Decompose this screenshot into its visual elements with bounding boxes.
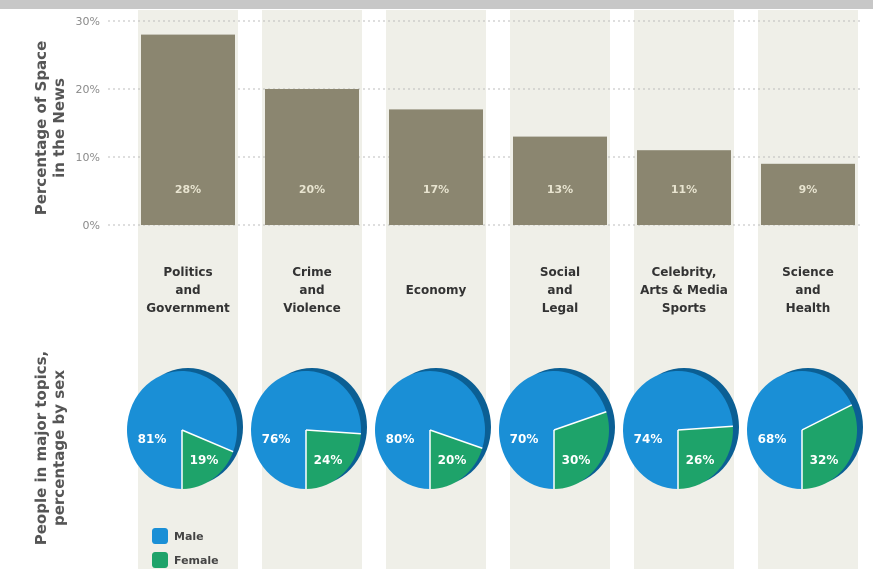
y-tick-label: 20%	[76, 83, 100, 96]
pie-label-female: 32%	[810, 453, 839, 467]
bar-data-label: 13%	[547, 183, 573, 196]
bar-y-axis-label: Percentage of Space in the News	[32, 40, 68, 216]
pie-separator	[677, 425, 733, 431]
pie-slice-male	[747, 371, 852, 489]
bar	[265, 89, 359, 225]
pie-label-female: 20%	[438, 453, 467, 467]
legend-item-male: Male	[152, 527, 204, 545]
pie-label-male: 80%	[386, 432, 415, 446]
pie-label-male: 74%	[634, 432, 663, 446]
bar-data-label: 9%	[799, 183, 818, 196]
pie-label-male: 70%	[510, 432, 539, 446]
pie-slice-male	[499, 371, 607, 489]
pie-separator	[553, 411, 607, 431]
category-label: Celebrity, Arts & Media Sports	[640, 265, 728, 315]
pie-slice-female	[306, 430, 361, 489]
category-label: Social and Legal	[540, 265, 580, 315]
category-label: Politics and Government	[146, 265, 230, 315]
pie-slice-female	[802, 404, 858, 489]
bar	[761, 163, 855, 225]
pie-separator	[181, 429, 234, 453]
pie-slice-female	[182, 430, 234, 489]
pie-slice-female	[678, 426, 733, 489]
y-tick-label: 30%	[76, 15, 100, 28]
legend-swatch-male	[152, 528, 168, 544]
pie-y-axis-label: People in major topics, percentage by se…	[32, 350, 68, 546]
pie-label-female: 26%	[686, 453, 715, 467]
top-bar	[0, 0, 873, 9]
bar	[637, 150, 731, 225]
bar-data-label: 17%	[423, 183, 449, 196]
pie-label-female: 24%	[314, 453, 343, 467]
pie-slice-female	[554, 411, 610, 489]
bar	[513, 136, 607, 225]
legend-item-female: Female	[152, 551, 219, 569]
pie-slice-female	[430, 430, 483, 489]
category-label: Science and Health	[782, 265, 834, 315]
legend-label-male: Male	[174, 529, 204, 543]
bar-data-label: 28%	[175, 183, 201, 196]
pie-label-male: 68%	[758, 432, 787, 446]
pie-label-female: 30%	[562, 453, 591, 467]
category-label: Economy	[406, 283, 467, 297]
y-tick-label: 0%	[83, 219, 100, 232]
bar-data-label: 11%	[671, 183, 697, 196]
y-tick-label: 10%	[76, 151, 100, 164]
bar-data-label: 20%	[299, 183, 325, 196]
pie-label-female: 19%	[190, 453, 219, 467]
pie-label-male: 81%	[138, 432, 167, 446]
bar	[141, 34, 235, 225]
category-label: Crime and Violence	[283, 265, 340, 315]
bar	[389, 109, 483, 225]
legend-swatch-female	[152, 552, 168, 568]
legend-label-female: Female	[174, 553, 219, 567]
pie-label-male: 76%	[262, 432, 291, 446]
pie-separator	[429, 429, 483, 449]
pie-separator	[801, 404, 853, 431]
pie-separator	[305, 429, 361, 435]
